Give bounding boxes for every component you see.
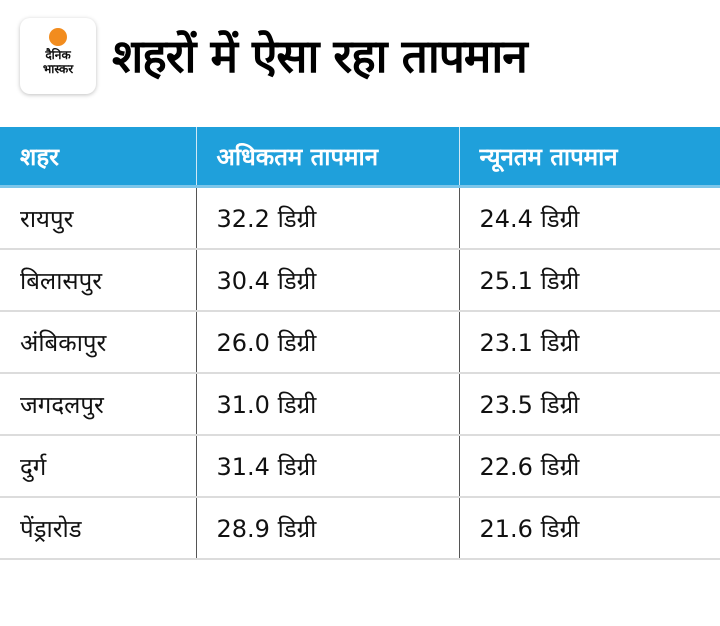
sun-icon — [49, 28, 67, 46]
city-cell: दुर्ग — [0, 435, 196, 498]
column-header-city: शहर — [0, 127, 196, 188]
max-temp-cell: 28.9 डिग्री — [195, 497, 459, 560]
min-temp-cell: 25.1 डिग्री — [458, 249, 720, 312]
logo-line1: दैनिक — [45, 48, 71, 62]
dainik-bhaskar-logo: दैनिक भास्कर — [20, 18, 96, 94]
table-row: जगदलपुर 31.0 डिग्री 23.5 डिग्री — [0, 373, 720, 436]
city-cell: पेंड्रारोड — [0, 497, 196, 560]
min-temp-cell: 22.6 डिग्री — [458, 435, 720, 498]
table-row: पेंड्रारोड 28.9 डिग्री 21.6 डिग्री — [0, 497, 720, 560]
city-cell: रायपुर — [0, 186, 196, 250]
max-temp-cell: 31.0 डिग्री — [195, 373, 459, 436]
temperature-table: शहर अधिकतम तापमान न्यूनतम तापमान रायपुर 3… — [0, 127, 720, 560]
max-temp-cell: 32.2 डिग्री — [195, 186, 459, 250]
max-temp-cell: 26.0 डिग्री — [195, 311, 459, 374]
logo-line2: भास्कर — [42, 62, 74, 76]
table-row: बिलासपुर 30.4 डिग्री 25.1 डिग्री — [0, 249, 720, 312]
min-temp-cell: 23.1 डिग्री — [458, 311, 720, 374]
page-title: शहरों में ऐसा रहा तापमान — [112, 29, 528, 83]
column-header-max: अधिकतम तापमान — [195, 127, 459, 188]
max-temp-cell: 30.4 डिग्री — [195, 249, 459, 312]
table-row: अंबिकापुर 26.0 डिग्री 23.1 डिग्री — [0, 311, 720, 374]
table-row: दुर्ग 31.4 डिग्री 22.6 डिग्री — [0, 435, 720, 498]
min-temp-cell: 24.4 डिग्री — [458, 186, 720, 250]
city-cell: जगदलपुर — [0, 373, 196, 436]
column-header-min: न्यूनतम तापमान — [458, 127, 720, 188]
city-cell: बिलासपुर — [0, 249, 196, 312]
min-temp-cell: 21.6 डिग्री — [458, 497, 720, 560]
min-temp-cell: 23.5 डिग्री — [458, 373, 720, 436]
city-cell: अंबिकापुर — [0, 311, 196, 374]
max-temp-cell: 31.4 डिग्री — [195, 435, 459, 498]
table-header-row: शहर अधिकतम तापमान न्यूनतम तापमान — [0, 127, 720, 188]
table-row: रायपुर 32.2 डिग्री 24.4 डिग्री — [0, 186, 720, 250]
